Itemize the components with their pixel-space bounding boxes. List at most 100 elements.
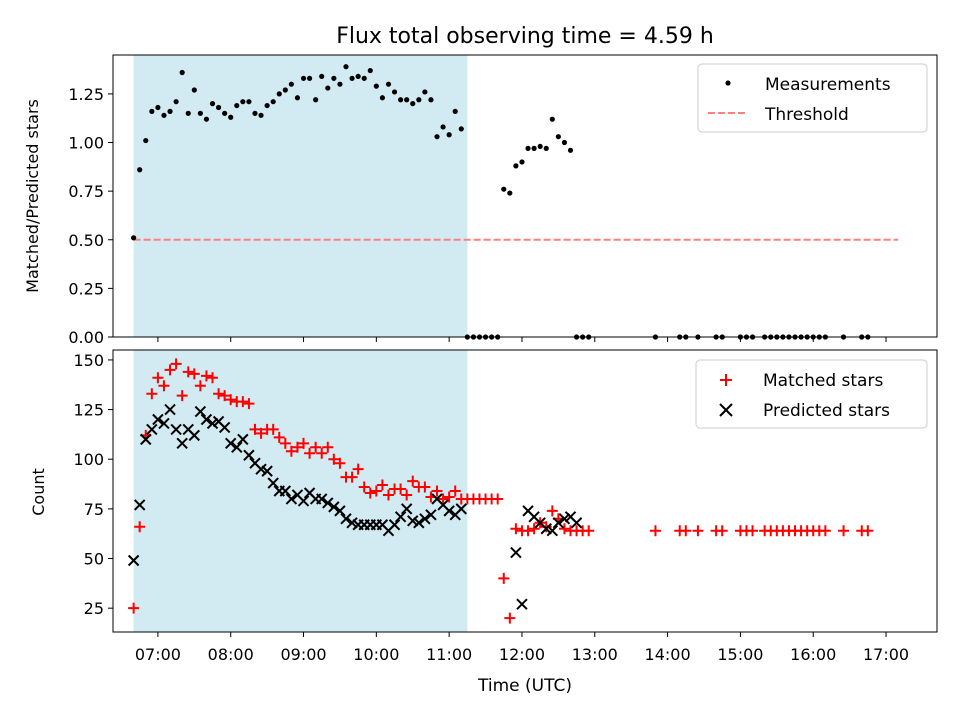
predicted-star-point: [552, 517, 565, 529]
matched-star-point: [291, 441, 303, 453]
measurement-point: [398, 97, 404, 103]
measurement-point: [567, 147, 574, 153]
measurement-point: [349, 75, 355, 81]
matched-star-point: [310, 441, 322, 453]
matched-star-point: [273, 431, 285, 443]
predicted-star-point: [237, 433, 249, 446]
measurement-point: [131, 235, 137, 241]
measurement-point: [537, 143, 543, 150]
matched-star-point: [298, 437, 310, 449]
predicted-star-point: [261, 465, 273, 477]
matched-star-point: [194, 380, 206, 392]
predicted-star-point: [176, 437, 188, 450]
matched-star-point: [346, 471, 358, 483]
matched-star-point: [382, 489, 394, 501]
predicted-star-point: [334, 505, 346, 517]
legend-ratio-box: [697, 63, 928, 133]
panel-ratio-xaxis-ticks: [157, 337, 887, 342]
legend-threshold-label: Threshold: [764, 105, 849, 125]
measurement-point: [270, 99, 276, 105]
predicted-star-point: [394, 511, 407, 523]
matched-star-point: [819, 525, 831, 537]
matched-star-point: [249, 423, 261, 435]
x-tick-label: 10:00: [353, 645, 399, 664]
predicted-star-point: [133, 499, 146, 511]
y-tick-label: 0.75: [68, 182, 104, 201]
matched-star-point: [401, 489, 413, 501]
matched-star-point: [237, 396, 249, 408]
measurement-point: [258, 112, 264, 118]
measurement-point: [300, 75, 307, 81]
measurement-point: [343, 64, 349, 70]
y-tick-label: 125: [73, 401, 104, 420]
measurement-point: [422, 89, 428, 95]
measurement-points: [131, 64, 871, 340]
legend-counts-box: [695, 359, 928, 429]
y-tick-label: 50: [84, 550, 104, 569]
measurement-point: [367, 67, 373, 74]
measurement-point: [549, 116, 555, 122]
matched-star-point: [431, 485, 443, 497]
panel-ratio: 0.00 0.25 0.50 0.75 1.00 1.25 Matched/Predict…: [23, 54, 938, 347]
measurement-point: [155, 104, 161, 111]
measurement-point: [355, 73, 361, 79]
matched-star-point: [279, 437, 291, 449]
matched-star-point: [364, 487, 376, 499]
predicted-star-point: [243, 449, 255, 461]
panel-counts-frame: [112, 349, 938, 633]
measurement-point: [507, 190, 513, 196]
predicted-stars-points: [127, 403, 583, 610]
predicted-star-point: [285, 493, 298, 505]
predicted-star-point: [316, 493, 328, 505]
measurement-point: [149, 108, 155, 114]
measurement-point: [440, 124, 446, 130]
matched-star-point: [649, 525, 661, 537]
panel-ratio-yaxis: 0.00 0.25 0.50 0.75 1.00 1.25: [68, 85, 113, 347]
matched-star-point: [862, 525, 874, 537]
matched-star-point: [243, 398, 255, 410]
measurement-point: [252, 110, 258, 116]
predicted-star-point: [400, 503, 413, 515]
matched-star-point: [376, 479, 388, 491]
measurement-point: [179, 69, 185, 76]
matched-star-point: [176, 390, 188, 402]
matched-star-point: [443, 491, 455, 503]
matched-star-point: [304, 447, 316, 459]
predicted-star-point: [425, 509, 437, 521]
matched-star-point: [558, 523, 570, 535]
measurement-point: [385, 81, 392, 87]
matched-star-point: [583, 525, 595, 537]
x-tick-label: 16:00: [790, 645, 836, 664]
matched-star-point: [358, 481, 370, 493]
predicted-star-point: [413, 517, 425, 529]
measurement-point: [337, 81, 343, 87]
y-tick-label: 75: [84, 500, 104, 519]
measurement-point: [222, 110, 228, 116]
measurement-point: [288, 81, 294, 87]
measurement-point: [197, 110, 203, 116]
predicted-star-point: [328, 501, 340, 513]
legend-measurements-marker: [725, 80, 731, 86]
measurement-point: [331, 75, 337, 81]
measurement-point: [161, 112, 167, 118]
matched-star-point: [522, 525, 534, 537]
predicted-star-point: [200, 413, 213, 426]
measurement-point: [501, 186, 507, 192]
measurement-point: [531, 145, 537, 151]
predicted-star-point: [188, 429, 201, 442]
y-tick-label: 150: [73, 351, 104, 370]
measurement-point: [234, 102, 240, 109]
matched-star-point: [255, 427, 267, 439]
matched-star-point: [219, 390, 231, 402]
x-tick-label: 07:00: [135, 645, 181, 664]
y-tick-label: 1.00: [68, 134, 104, 153]
measurement-point: [240, 99, 246, 105]
panel-counts-xaxis: 07:00 08:00 09:00 10:00 11:00 12:00 13:00 14:00…: [135, 632, 909, 664]
matched-star-point: [546, 505, 558, 517]
predicted-star-point: [170, 423, 182, 436]
matched-star-point: [146, 388, 158, 400]
legend-ratio: Measurements Threshold: [697, 63, 928, 133]
matched-star-point: [152, 372, 164, 384]
measurement-point: [228, 114, 234, 120]
matched-star-point: [225, 394, 237, 406]
